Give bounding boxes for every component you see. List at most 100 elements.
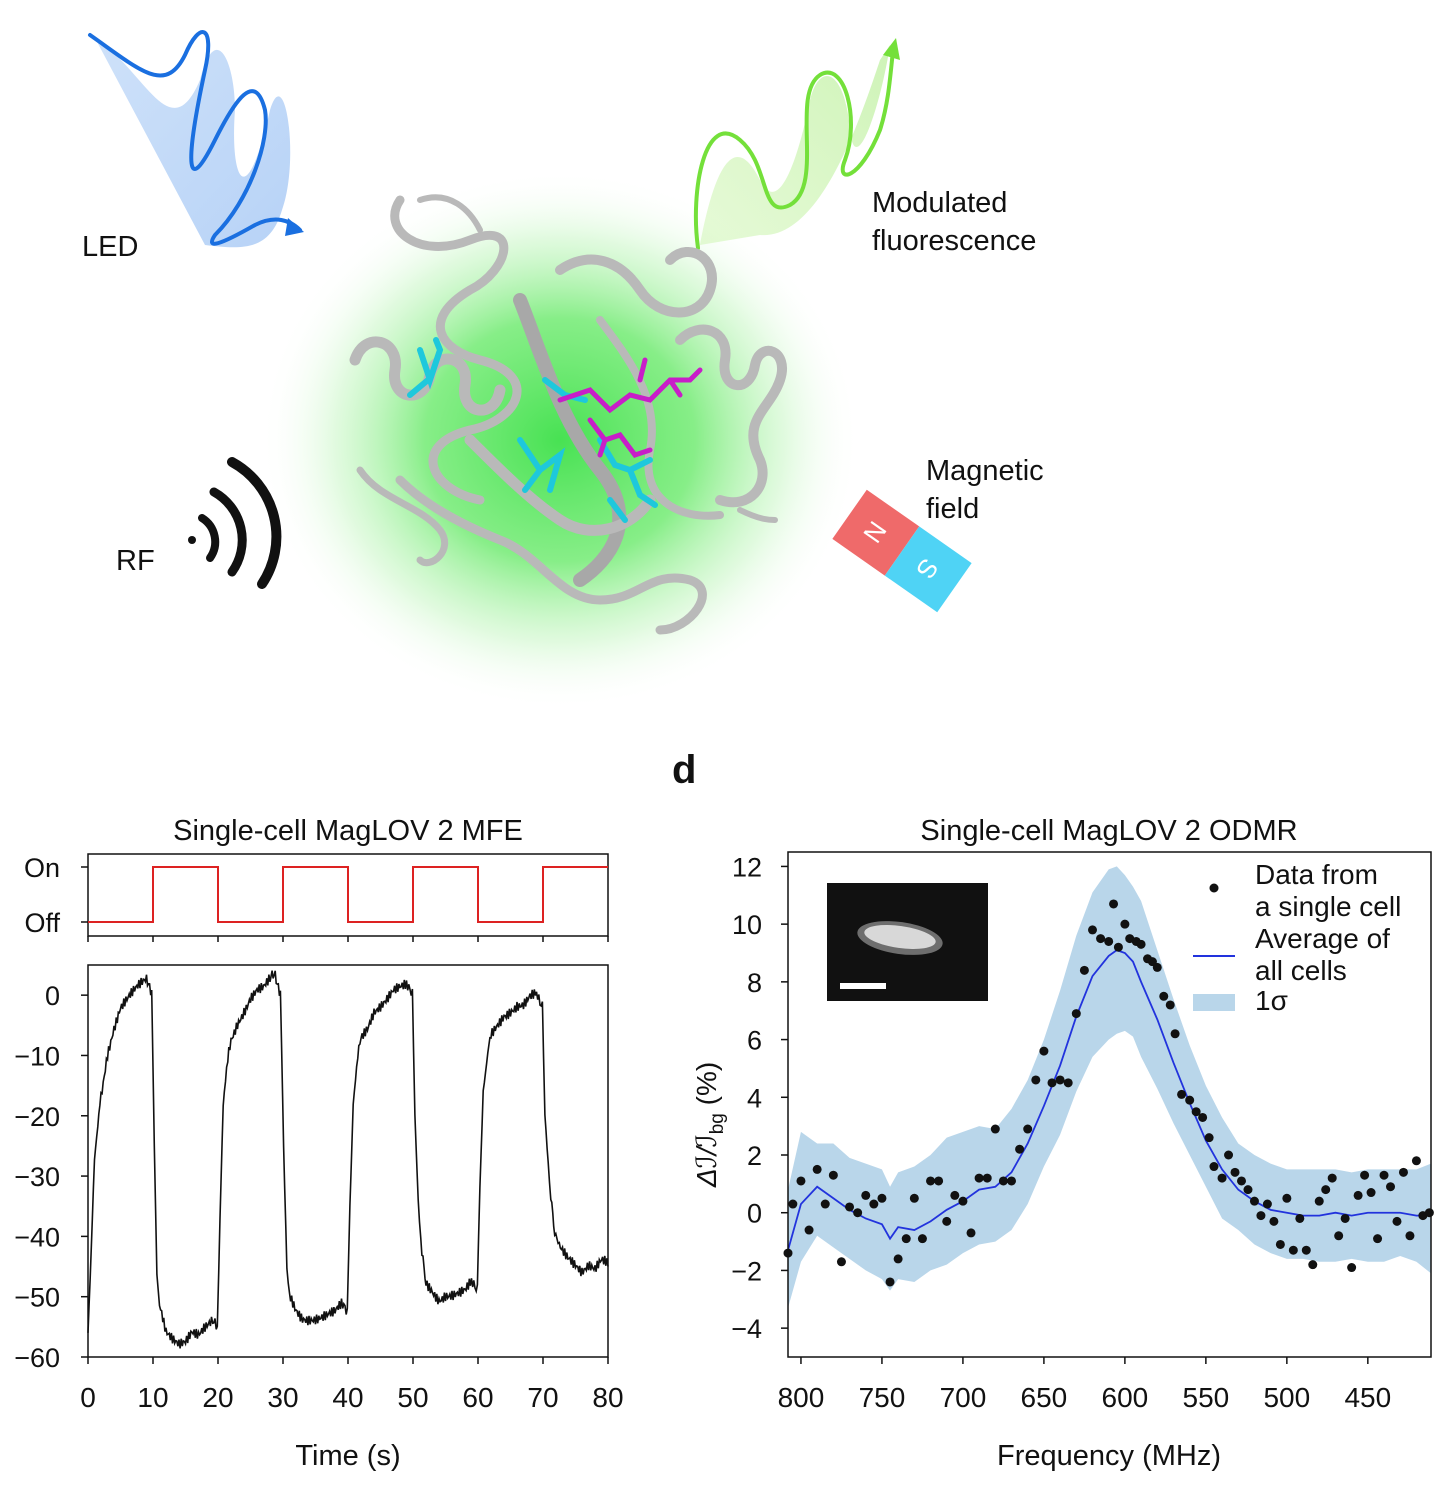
data-point [1392, 1216, 1402, 1226]
data-point [845, 1202, 855, 1212]
data-point [1224, 1150, 1234, 1160]
data-point [788, 1199, 798, 1209]
fluorescence-glow [260, 170, 860, 710]
data-point [917, 1234, 927, 1244]
data-point [982, 1173, 992, 1183]
odmr-ytick-label: −4 [731, 1314, 762, 1344]
data-point [1015, 1144, 1025, 1154]
data-point [1047, 1078, 1057, 1088]
mfe-xtick-label: 40 [332, 1382, 363, 1413]
data-point [950, 1190, 960, 1200]
data-point [1321, 1185, 1331, 1195]
led-state-line [88, 866, 608, 923]
data-point [1204, 1133, 1214, 1143]
data-point [1104, 936, 1114, 946]
data-point [1379, 1170, 1389, 1180]
data-point [1262, 1199, 1272, 1209]
data-point [1079, 965, 1089, 975]
protein-structure-image [349, 194, 787, 635]
data-point [1007, 1176, 1017, 1186]
legend-entry-average: Average of all cells [1255, 923, 1390, 986]
mfe-chart: Single-cell MagLOV 2 MFE On Off 0 −10 −20 −3… [14, 815, 623, 1472]
data-point [1269, 1216, 1279, 1226]
data-point [1230, 1167, 1240, 1177]
led-wave-icon [88, 30, 304, 248]
data-point [998, 1176, 1008, 1186]
data-point [804, 1225, 814, 1235]
odmr-ytick-label: 4 [747, 1083, 762, 1113]
data-point [877, 1193, 887, 1203]
data-point [958, 1196, 968, 1206]
mfe-ytick-label: −60 [14, 1343, 60, 1373]
odmr-xtick-label: 750 [859, 1382, 906, 1413]
odmr-xlabel: Frequency (MHz) [997, 1440, 1221, 1472]
odmr-ytick-label: −2 [731, 1256, 762, 1286]
mfe-xtick-label: 10 [137, 1382, 168, 1413]
odmr-axes-frame [787, 851, 1432, 1358]
data-point [926, 1176, 936, 1186]
data-point [1424, 1208, 1434, 1218]
mfe-xlabel: Time (s) [295, 1440, 400, 1472]
odmr-xtick-label: 650 [1021, 1382, 1068, 1413]
mfe-ytick-label: −10 [14, 1041, 60, 1071]
data-point [812, 1164, 822, 1174]
data-point [1191, 1107, 1201, 1117]
cell-body [864, 925, 936, 949]
data-point [1071, 1009, 1081, 1019]
data-point [861, 1190, 871, 1200]
legend-band-marker [1193, 994, 1235, 1011]
data-point [1288, 1245, 1298, 1255]
data-point [1249, 1196, 1259, 1206]
data-point [1340, 1213, 1350, 1223]
magnet-icon: N S [832, 489, 972, 613]
data-point [1347, 1263, 1357, 1273]
data-point [1063, 1078, 1073, 1088]
data-point [909, 1193, 919, 1203]
data-point [1087, 925, 1097, 935]
legend-entry-sigma: 1σ [1255, 985, 1288, 1016]
sigma-band [788, 866, 1431, 1308]
mfe-ytick-label: −50 [14, 1283, 60, 1313]
data-point [1282, 1193, 1292, 1203]
data-point [1366, 1188, 1376, 1198]
panel-d-letter: d [672, 748, 697, 792]
odmr-ylabel: Δℐ/ℐbg (%) [691, 1062, 728, 1188]
rf-signal-icon [188, 457, 282, 589]
odmr-ytick-label: 6 [747, 1026, 762, 1056]
data-point [1170, 1029, 1180, 1039]
data-point [1243, 1185, 1253, 1195]
data-point [990, 1124, 1000, 1134]
data-point [1411, 1156, 1421, 1166]
data-point [1055, 1075, 1065, 1085]
data-point [1353, 1190, 1363, 1200]
rf-label: RF [116, 545, 155, 577]
mfe-trace-line [87, 970, 609, 1349]
odmr-xtick-label: 700 [940, 1382, 987, 1413]
data-point [1109, 899, 1119, 909]
schematic: N S [88, 30, 972, 710]
data-point [1373, 1234, 1383, 1244]
odmr-xtick-label: 600 [1102, 1382, 1149, 1413]
mfe-xtick-label: 50 [397, 1382, 428, 1413]
data-point [1301, 1245, 1311, 1255]
data-point [853, 1208, 863, 1218]
data-point [1386, 1182, 1396, 1192]
data-point [828, 1170, 838, 1180]
data-point [1177, 1089, 1187, 1099]
data-point [942, 1216, 952, 1226]
mfe-xtick-label: 20 [202, 1382, 233, 1413]
led-label: LED [82, 231, 139, 263]
odmr-chart: Single-cell MagLOV 2 ODMR 12 10 8 6 4 2 0 −2 −4 8… [691, 815, 1434, 1472]
data-point [1165, 1000, 1175, 1010]
data-point [885, 1277, 895, 1287]
data-point [1275, 1239, 1285, 1249]
odmr-xtick-label: 450 [1344, 1382, 1391, 1413]
data-point [1398, 1167, 1408, 1177]
mfe-ytick-label: −20 [14, 1102, 60, 1132]
data-point [1217, 1173, 1227, 1183]
data-point [1096, 934, 1106, 944]
odmr-xtick-label: 550 [1183, 1382, 1230, 1413]
odmr-ytick-label: 2 [747, 1141, 762, 1171]
odmr-title: Single-cell MagLOV 2 ODMR [920, 815, 1297, 847]
